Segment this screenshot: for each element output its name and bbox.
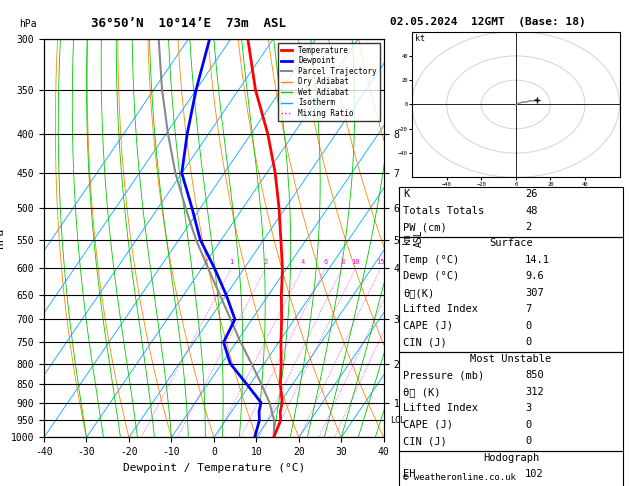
Text: CIN (J): CIN (J) xyxy=(403,436,447,447)
Text: Pressure (mb): Pressure (mb) xyxy=(403,370,484,381)
Y-axis label: hPa: hPa xyxy=(0,228,5,248)
Text: © weatheronline.co.uk: © weatheronline.co.uk xyxy=(403,473,516,482)
Legend: Temperature, Dewpoint, Parcel Trajectory, Dry Adiabat, Wet Adiabat, Isotherm, Mi: Temperature, Dewpoint, Parcel Trajectory… xyxy=(277,43,380,121)
Text: 6: 6 xyxy=(323,259,328,264)
Text: 02.05.2024  12GMT  (Base: 18): 02.05.2024 12GMT (Base: 18) xyxy=(390,17,586,27)
Text: 9.6: 9.6 xyxy=(525,271,544,281)
Text: 26: 26 xyxy=(525,189,538,199)
Text: 1: 1 xyxy=(229,259,233,264)
Text: Lifted Index: Lifted Index xyxy=(403,304,478,314)
Text: 2: 2 xyxy=(264,259,268,264)
Text: 48: 48 xyxy=(525,206,538,216)
Text: K: K xyxy=(403,189,409,199)
Text: θᴄ (K): θᴄ (K) xyxy=(403,387,441,397)
Text: 2: 2 xyxy=(525,222,532,232)
Text: Totals Totals: Totals Totals xyxy=(403,206,484,216)
Text: θᴄ(K): θᴄ(K) xyxy=(403,288,435,298)
Text: 14.1: 14.1 xyxy=(525,255,550,265)
Text: Most Unstable: Most Unstable xyxy=(470,354,552,364)
Text: Temp (°C): Temp (°C) xyxy=(403,255,459,265)
Text: 312: 312 xyxy=(525,387,544,397)
Text: Surface: Surface xyxy=(489,238,533,248)
Text: PW (cm): PW (cm) xyxy=(403,222,447,232)
Text: 4: 4 xyxy=(301,259,304,264)
Text: 15: 15 xyxy=(376,259,385,264)
Text: 10: 10 xyxy=(352,259,360,264)
Text: 307: 307 xyxy=(525,288,544,298)
Text: 0: 0 xyxy=(525,436,532,447)
Text: CAPE (J): CAPE (J) xyxy=(403,321,453,331)
Text: CIN (J): CIN (J) xyxy=(403,337,447,347)
Text: 36°50’N  10°14’E  73m  ASL: 36°50’N 10°14’E 73m ASL xyxy=(91,17,286,30)
Text: 0: 0 xyxy=(525,337,532,347)
Text: 8: 8 xyxy=(340,259,344,264)
Text: kt: kt xyxy=(415,34,425,43)
Text: 102: 102 xyxy=(525,469,544,480)
Text: 850: 850 xyxy=(525,370,544,381)
Text: CAPE (J): CAPE (J) xyxy=(403,420,453,430)
Y-axis label: km
ASL: km ASL xyxy=(402,229,424,247)
Text: EH: EH xyxy=(403,469,416,480)
Text: 7: 7 xyxy=(525,304,532,314)
Text: 3: 3 xyxy=(525,403,532,414)
Text: Dewp (°C): Dewp (°C) xyxy=(403,271,459,281)
X-axis label: Dewpoint / Temperature (°C): Dewpoint / Temperature (°C) xyxy=(123,463,305,473)
Text: LCL: LCL xyxy=(390,416,405,425)
Text: Hodograph: Hodograph xyxy=(483,453,539,463)
Text: hPa: hPa xyxy=(19,19,36,30)
Text: Lifted Index: Lifted Index xyxy=(403,403,478,414)
Text: 0: 0 xyxy=(525,321,532,331)
Text: 0: 0 xyxy=(525,420,532,430)
